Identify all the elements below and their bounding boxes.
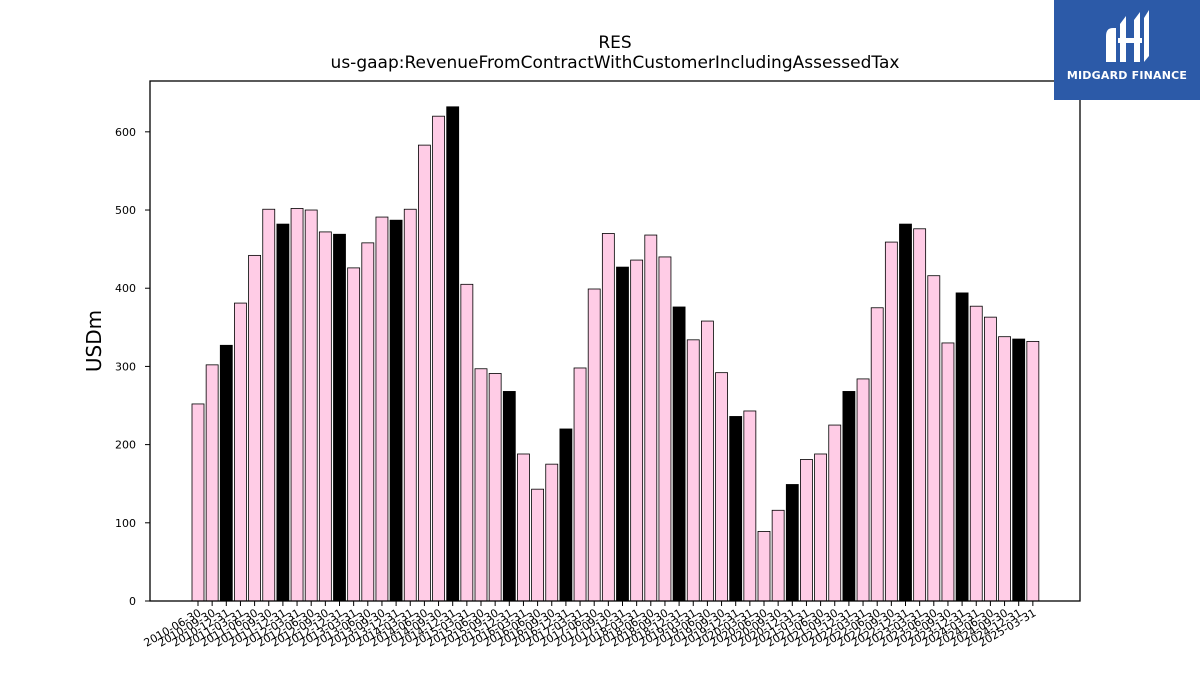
bar-2018-06-30 [644,234,658,602]
bar-2015-09-30 [488,373,502,602]
bar-2010-12-31 [219,344,233,602]
bar-2013-06-30 [361,242,375,602]
bar-2024-12-31 [1012,338,1026,602]
bar-2016-03-31 [517,453,530,602]
bar-2014-03-31 [403,208,417,602]
bar-2023-03-31 [913,228,927,602]
x-axis: 2010-06-302010-09-302010-12-312011-03-31… [142,601,1038,650]
y-tick-label: 300 [115,360,136,373]
y-tick-label: 500 [115,204,136,217]
bar-2024-06-30 [984,316,997,602]
bar-2010-06-30 [191,403,205,602]
bar-2015-03-31 [460,283,474,602]
bar-2012-06-30 [304,209,318,602]
bar-2017-09-30 [601,233,615,602]
chart-subtitle: us-gaap:RevenueFromContractWithCustomerI… [330,53,900,73]
bar-2016-06-30 [531,488,544,602]
bar-2021-09-30 [828,424,842,602]
bar-2023-06-30 [927,275,941,602]
bar-2014-12-31 [446,106,460,602]
bars-group [191,106,1040,602]
bar-2014-06-30 [417,144,431,602]
bar-2024-03-31 [969,305,983,602]
bar-2015-12-31 [502,391,516,602]
bar-2019-06-30 [701,320,714,602]
bar-2017-03-31 [573,367,587,602]
bar-2011-03-31 [234,302,247,602]
bar-2020-03-31 [743,410,757,602]
bar-2021-12-31 [842,391,856,602]
y-tick-label: 100 [115,517,136,530]
midgard-finance-logo: MIDGARD FINANCE [1054,0,1200,100]
bar-2022-12-31 [899,223,912,602]
bar-2016-12-31 [559,428,573,602]
bar-2012-09-30 [318,231,332,602]
bar-2011-09-30 [262,208,276,602]
bar-2022-03-31 [856,378,870,602]
bar-2012-03-31 [290,208,304,602]
bar-2013-03-31 [347,267,361,602]
logo-text: MIDGARD FINANCE [1066,69,1188,82]
y-tick-label: 0 [129,595,136,608]
bar-2018-09-30 [658,256,672,602]
bar-2022-09-30 [884,241,898,602]
bar-2018-03-31 [630,259,644,602]
bar-2021-06-30 [814,453,827,602]
bar-2017-06-30 [587,288,601,602]
bar-2010-09-30 [205,364,219,602]
bar-2019-12-31 [729,416,743,602]
bar-2014-09-30 [432,115,445,602]
y-tick-label: 600 [115,126,136,139]
bar-2013-09-30 [375,216,389,602]
bar-2018-12-31 [672,306,686,602]
bar-2024-09-30 [998,336,1011,602]
y-axis: 0 100 200 300 400 500 600 [115,126,150,608]
bar-2020-09-30 [771,509,785,602]
bar-2015-06-30 [474,368,488,602]
bar-2020-12-31 [785,484,799,602]
bar-2016-09-30 [545,463,559,602]
y-tick-label: 400 [115,282,136,295]
bar-2012-12-31 [333,233,346,602]
bar-2022-06-30 [870,307,884,602]
bar-2021-03-31 [800,459,813,602]
bar-2023-09-30 [941,342,955,602]
bar-2011-12-31 [276,223,290,602]
logo-mark-icon [1106,10,1149,62]
y-axis-label: USDm [82,309,106,373]
bar-2025-03-31 [1026,340,1040,602]
bar-2020-06-30 [757,531,771,602]
chart-title: RES [598,33,632,53]
bar-2017-12-31 [616,266,629,602]
bar-2019-09-30 [715,372,728,602]
bar-2019-03-31 [686,339,700,602]
bar-2011-06-30 [248,254,262,602]
bar-2013-12-31 [389,219,403,602]
bar-2023-12-31 [955,292,969,602]
y-tick-label: 200 [115,439,136,452]
plot-frame [149,80,1081,602]
